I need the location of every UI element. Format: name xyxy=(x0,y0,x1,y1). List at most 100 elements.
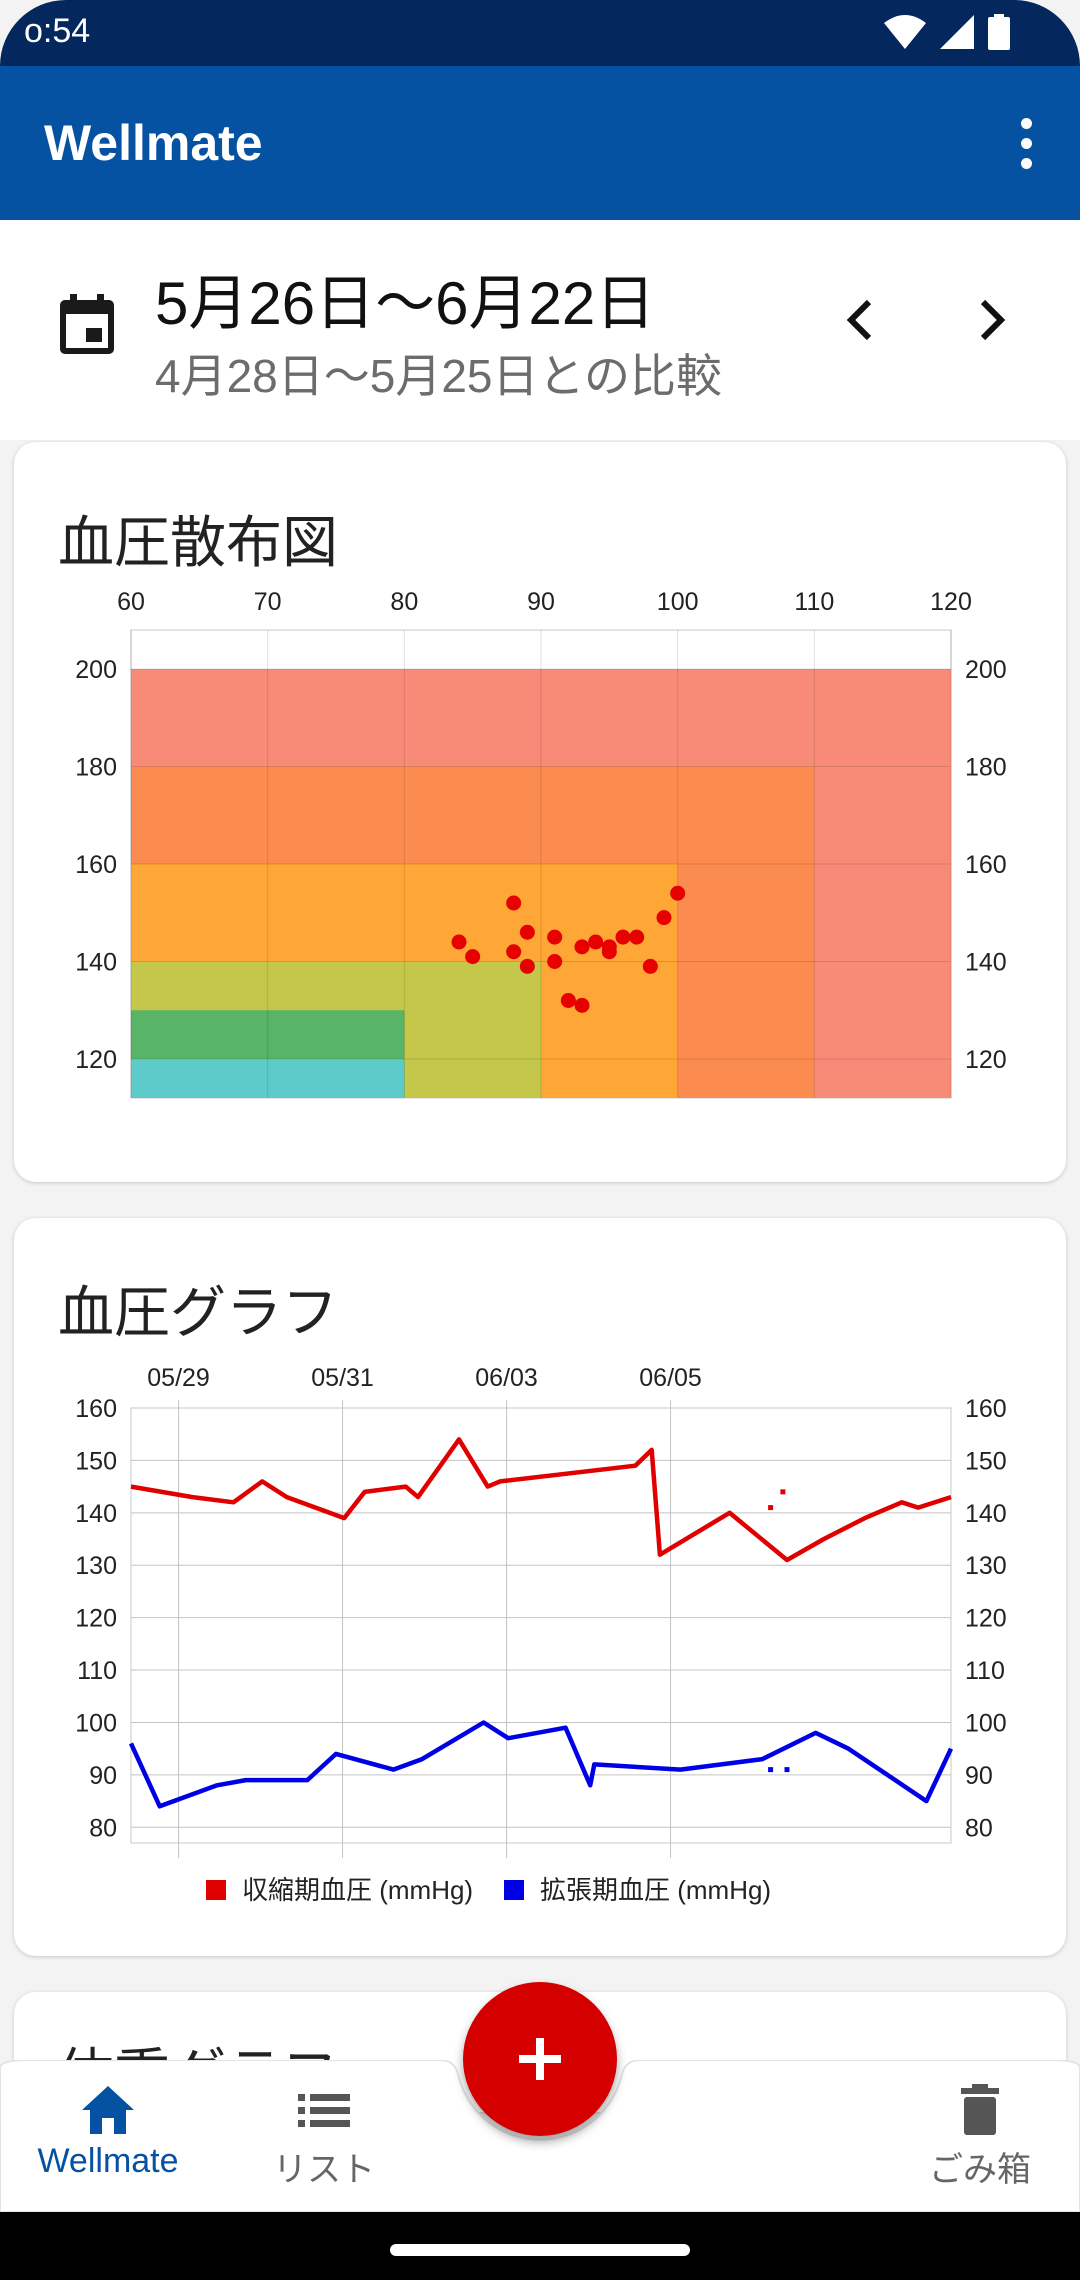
y-tick-label: 150 xyxy=(75,1447,117,1475)
y-tick-label: 160 xyxy=(75,1395,117,1423)
y-tick-label-right: 140 xyxy=(965,949,1007,977)
y-tick-label: 110 xyxy=(77,1657,117,1685)
date-range[interactable]: 5月26日〜6月22日 xyxy=(155,270,656,337)
diastolic-marker xyxy=(784,1767,790,1773)
trash-icon xyxy=(961,2084,999,2135)
x-tick-label: 100 xyxy=(657,588,699,616)
status-icons xyxy=(884,14,1010,50)
card-title: 血圧散布図 xyxy=(58,511,338,574)
nav-label: リスト xyxy=(273,2151,375,2189)
x-tick-label: 05/31 xyxy=(311,1364,374,1392)
x-tick-label: 06/05 xyxy=(639,1364,702,1392)
y-tick-label-right: 140 xyxy=(965,1500,1007,1528)
y-tick-label-right: 90 xyxy=(965,1762,993,1790)
y-tick-label-right: 160 xyxy=(965,851,1007,879)
plot-area xyxy=(130,1407,952,1844)
data-point xyxy=(451,934,467,950)
more-vert-icon[interactable] xyxy=(996,110,1056,176)
data-point xyxy=(547,954,563,969)
x-tick-label: 80 xyxy=(390,588,418,616)
systolic-line xyxy=(130,1437,952,1563)
data-point xyxy=(506,944,522,960)
legend-label-systolic: 収縮期血圧 (mmHg) xyxy=(242,1875,473,1905)
legend-label-diastolic: 拡張期血圧 (mmHg) xyxy=(540,1875,771,1905)
data-point xyxy=(547,929,563,945)
y-tick-label-right: 120 xyxy=(965,1046,1007,1074)
data-point xyxy=(615,929,631,945)
y-tick-label: 90 xyxy=(89,1762,117,1790)
home-icon xyxy=(82,2086,134,2134)
y-tick-label: 200 xyxy=(75,656,117,684)
nav-label: ごみ箱 xyxy=(929,2151,1031,2189)
y-tick-label-right: 160 xyxy=(965,1395,1007,1423)
data-point xyxy=(519,958,535,974)
diastolic-line xyxy=(128,1720,954,1809)
x-tick-label: 90 xyxy=(527,588,555,616)
diastolic-marker xyxy=(768,1767,774,1773)
plus-icon xyxy=(519,2038,561,2080)
y-tick-label-right: 120 xyxy=(965,1605,1007,1633)
y-tick-label: 140 xyxy=(75,949,117,977)
date-selector xyxy=(0,220,1080,440)
data-point xyxy=(588,934,604,950)
bottom-navigation: Wellmate リスト ごみ箱 xyxy=(0,2060,1080,2212)
data-point xyxy=(465,949,481,965)
y-tick-label: 130 xyxy=(75,1552,117,1580)
y-tick-label-right: 200 xyxy=(965,656,1007,684)
y-tick-label-right: 100 xyxy=(965,1709,1007,1737)
x-tick-label: 06/03 xyxy=(475,1364,538,1392)
chevron-right-icon[interactable] xyxy=(967,290,1017,350)
x-tick-label: 05/29 xyxy=(147,1364,210,1392)
data-point xyxy=(601,939,617,955)
bp-scatter-chart: 60 70 80 90 100 110 120 120 120 140 140 160 160 180 18… xyxy=(75,588,1007,1099)
app-bar: Wellmate xyxy=(0,66,1080,220)
calendar-icon[interactable] xyxy=(58,294,116,356)
systolic-marker xyxy=(768,1505,774,1511)
data-point xyxy=(560,993,576,1008)
add-record-button[interactable] xyxy=(463,1982,617,2136)
status-bar: o:54 xyxy=(0,0,1080,66)
systolic-marker xyxy=(780,1489,786,1495)
y-tick-label: 160 xyxy=(75,851,117,879)
chevron-left-icon[interactable] xyxy=(835,290,885,350)
nav-home[interactable]: Wellmate xyxy=(28,2084,188,2181)
card-title: 血圧グラフ xyxy=(58,1281,338,1344)
legend-swatch-systolic xyxy=(206,1880,226,1900)
x-tick-label: 70 xyxy=(254,588,282,616)
nav-trash[interactable]: ごみ箱 xyxy=(900,2084,1060,2191)
bp-scatter-card: 血圧散布図 60 70 80 90 100 110 120 120 120 140 140 160 16… xyxy=(14,442,1066,1182)
data-point xyxy=(574,939,590,955)
bp-zone xyxy=(131,1059,405,1098)
bp-line-card: 血圧グラフ 05/29 05/31 06/03 06/05 80 80 90 90 100 100… xyxy=(14,1218,1066,1956)
data-point xyxy=(629,929,645,945)
y-tick-label-right: 130 xyxy=(965,1552,1007,1580)
nav-background xyxy=(0,2060,1080,2212)
x-tick-label: 120 xyxy=(930,588,972,616)
y-tick-label: 120 xyxy=(75,1605,117,1633)
nav-label: Wellmate xyxy=(37,2142,179,2180)
date-compare: 4月28日〜5月25日との比較 xyxy=(155,350,723,402)
data-point xyxy=(642,958,658,974)
x-tick-label: 110 xyxy=(794,588,834,616)
cellular-icon xyxy=(940,15,974,49)
wifi-icon xyxy=(884,15,926,49)
y-tick-label: 140 xyxy=(75,1500,117,1528)
status-time: o:54 xyxy=(24,12,91,50)
data-point xyxy=(670,885,686,901)
data-point xyxy=(506,895,522,911)
app-title: Wellmate xyxy=(44,115,263,171)
y-tick-label: 100 xyxy=(75,1709,117,1737)
battery-icon xyxy=(988,14,1010,50)
bp-line-chart: 05/29 05/31 06/03 06/05 80 80 90 90 100 100 110 110… xyxy=(75,1364,1007,1905)
data-point xyxy=(574,997,590,1013)
list-icon xyxy=(298,2094,350,2127)
y-tick-label-right: 180 xyxy=(965,754,1007,782)
y-tick-label: 180 xyxy=(75,754,117,782)
gesture-handle[interactable] xyxy=(390,2244,690,2256)
nav-list[interactable]: リスト xyxy=(244,2084,404,2191)
y-tick-label-right: 80 xyxy=(965,1814,993,1842)
data-point xyxy=(519,924,535,940)
y-tick-label: 120 xyxy=(75,1046,117,1074)
y-tick-label-right: 110 xyxy=(965,1657,1005,1685)
